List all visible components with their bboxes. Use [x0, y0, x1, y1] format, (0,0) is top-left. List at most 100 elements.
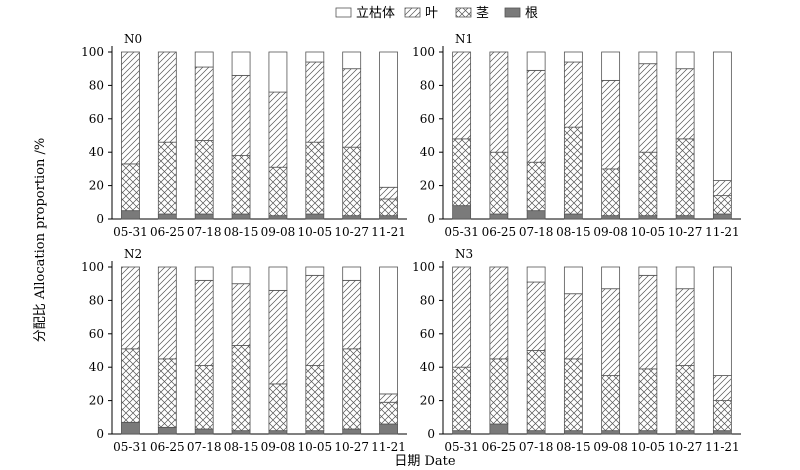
- bar-segment-leaf: [638, 63, 658, 153]
- x-tick-label: 07-18: [187, 440, 222, 454]
- bar-segment-stem: [231, 155, 251, 215]
- bar-segment-root: [452, 205, 472, 220]
- bar-segment-root: [601, 430, 621, 435]
- bar-segment-root: [638, 430, 658, 435]
- x-tick-label: 09-08: [261, 440, 296, 454]
- bar-segment-standing_dead: [342, 266, 362, 281]
- bar-segment-stem: [194, 365, 214, 430]
- bar-segment-standing_dead: [638, 51, 658, 65]
- x-tick-label: 07-18: [519, 225, 554, 239]
- bar-segment-stem: [268, 166, 288, 217]
- y-tick-label: 40: [89, 145, 104, 159]
- bar-segment-stem: [526, 350, 546, 432]
- y-tick-label: 60: [420, 327, 435, 341]
- bar-segment-leaf: [489, 266, 509, 360]
- bar-segment-stem: [563, 358, 583, 432]
- bar-segment-root: [563, 213, 583, 220]
- x-tick-label: 07-18: [187, 225, 222, 239]
- bar-segment-stem: [638, 368, 658, 432]
- x-tick-label: 10-05: [631, 440, 666, 454]
- bar-segment-root: [342, 215, 362, 220]
- bar-segment-root: [157, 213, 177, 220]
- legend-label-root: 根: [525, 6, 538, 21]
- legend-label-leaf: 叶: [425, 6, 438, 21]
- bar-segment-leaf: [452, 51, 472, 140]
- x-tick-label: 06-25: [150, 440, 185, 454]
- x-tick-label: 06-25: [482, 440, 517, 454]
- legend-swatch-stem: [455, 7, 472, 18]
- x-tick-label: 08-15: [556, 225, 591, 239]
- y-tick-label: 80: [420, 293, 435, 307]
- y-tick-label: 100: [412, 260, 435, 274]
- bar-segment-leaf: [231, 74, 251, 156]
- bar-segment-leaf: [305, 61, 325, 143]
- bar-segment-leaf: [452, 266, 472, 368]
- y-tick-label: 100: [81, 45, 104, 59]
- y-tick-label: 20: [89, 394, 104, 408]
- bar-segment-leaf: [675, 288, 695, 366]
- bar-segment-stem: [638, 151, 658, 217]
- bar-segment-leaf: [675, 68, 695, 140]
- bar-segment-root: [675, 430, 695, 435]
- bar-segment-root: [305, 430, 325, 435]
- bar-segment-stem: [601, 168, 621, 217]
- bar-segment-stem: [157, 141, 177, 215]
- bar-segment-leaf: [157, 51, 177, 143]
- bar-segment-root: [563, 430, 583, 435]
- x-tick-label: 06-25: [150, 225, 185, 239]
- x-axis-label: 日期 Date: [394, 454, 456, 469]
- bar-segment-stem: [305, 365, 325, 432]
- bar-segment-standing_dead: [638, 266, 658, 276]
- bar-segment-leaf: [526, 69, 546, 163]
- bar-segment-standing_dead: [675, 266, 695, 290]
- x-tick-label: 07-18: [519, 440, 554, 454]
- bar-segment-root: [157, 426, 177, 435]
- bar-segment-stem: [712, 400, 732, 432]
- bar-segment-root: [638, 215, 658, 220]
- bar-segment-root: [675, 215, 695, 220]
- bar-segment-standing_dead: [305, 266, 325, 276]
- bar-segment-standing_dead: [601, 51, 621, 81]
- bar-segment-leaf: [563, 61, 583, 128]
- legend-swatch-root: [504, 7, 521, 18]
- bar-segment-standing_dead: [526, 51, 546, 71]
- bar-segment-root: [121, 421, 140, 435]
- bar-segment-stem: [305, 141, 325, 215]
- bar-segment-root: [452, 430, 472, 435]
- bar-segment-leaf: [526, 281, 546, 351]
- x-tick-label: 10-05: [298, 440, 333, 454]
- bar-segment-leaf: [638, 274, 658, 370]
- y-tick-label: 80: [89, 78, 104, 92]
- y-tick-label: 60: [420, 112, 435, 126]
- bar-segment-stem: [675, 365, 695, 432]
- y-tick-label: 0: [96, 212, 104, 226]
- bar-segment-root: [305, 213, 325, 220]
- y-tick-label: 20: [89, 179, 104, 193]
- y-tick-label: 40: [89, 360, 104, 374]
- panel-label: N0: [124, 32, 142, 46]
- bar-segment-stem: [157, 358, 177, 428]
- bar-segment-leaf: [342, 279, 362, 350]
- x-tick-label: 10-05: [631, 225, 666, 239]
- bar-segment-root: [489, 213, 509, 220]
- bar-segment-standing_dead: [675, 51, 695, 70]
- x-tick-label: 09-08: [593, 440, 628, 454]
- bar-segment-standing_dead: [379, 266, 398, 395]
- bar-segment-root: [231, 430, 251, 435]
- bar-segment-root: [268, 215, 288, 220]
- bar-segment-standing_dead: [712, 51, 732, 181]
- x-tick-label: 10-27: [668, 225, 703, 239]
- y-tick-label: 0: [427, 427, 435, 441]
- x-tick-label: 08-15: [224, 440, 259, 454]
- bar-segment-root: [379, 423, 398, 435]
- bar-segment-leaf: [601, 288, 621, 376]
- bar-segment-leaf: [379, 393, 398, 403]
- x-tick-label: 11-21: [371, 225, 406, 239]
- bar-segment-leaf: [268, 91, 288, 168]
- bar-segment-standing_dead: [268, 266, 288, 291]
- bar-segment-standing_dead: [563, 51, 583, 63]
- bar-segment-standing_dead: [231, 266, 251, 285]
- bar-segment-stem: [121, 348, 140, 423]
